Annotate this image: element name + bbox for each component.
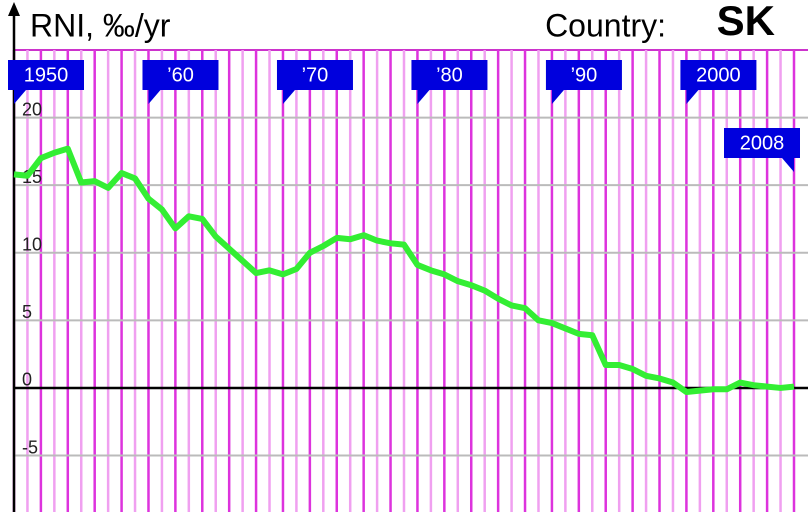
x-tick-flag (724, 128, 800, 158)
x-tick-label: 2008 (740, 132, 785, 154)
x-tick-label: 2000 (696, 64, 741, 86)
y-axis-label: RNI, ‰/yr (30, 7, 171, 43)
x-tick-label: 1950 (24, 64, 69, 86)
data-line (13, 145, 795, 395)
x-tick-flag (8, 60, 84, 90)
y-tick-label: 20 (22, 99, 42, 119)
chart-title: SK (717, 0, 775, 44)
x-tick-flag-tip (686, 90, 699, 104)
y-axis-arrow (8, 2, 20, 16)
y-tick-label: 0 (22, 370, 32, 390)
x-tick-flag (142, 60, 219, 90)
y-tick-label: 5 (22, 302, 32, 322)
x-tick-flag-tip (14, 90, 26, 104)
x-tick-flag (680, 60, 757, 90)
title-label: Country: (545, 7, 666, 43)
x-tick-label: ’80 (436, 64, 463, 86)
x-tick-label: ’70 (302, 64, 329, 86)
y-tick-label: -5 (22, 437, 38, 457)
x-tick-flag (276, 60, 353, 90)
x-tick-label: ’60 (167, 64, 194, 86)
x-tick-flag-tip (148, 90, 161, 104)
x-tick-flag-tip (782, 158, 794, 172)
x-tick-flag-tip (282, 90, 295, 104)
x-tick-flag-tip (417, 90, 430, 104)
x-tick-flag (411, 60, 488, 90)
x-tick-flag-tip (551, 90, 564, 104)
y-tick-label: 10 (22, 235, 42, 255)
x-tick-flag (545, 60, 622, 90)
x-tick-label: ’90 (571, 64, 598, 86)
